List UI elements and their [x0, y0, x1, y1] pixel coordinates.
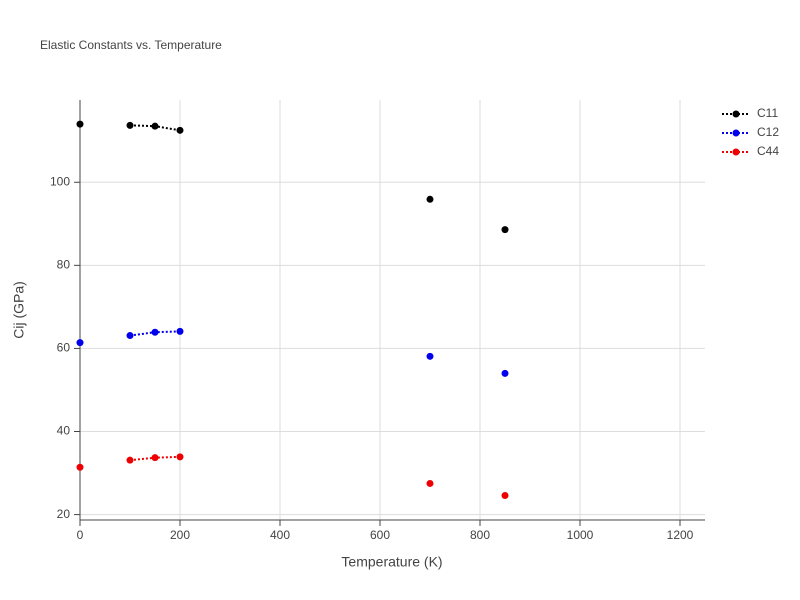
point: [176, 126, 184, 134]
y-tick-label: 80: [57, 258, 71, 272]
legend-label: C44: [757, 144, 779, 158]
point: [426, 195, 434, 203]
point: [126, 332, 134, 340]
point: [151, 454, 159, 462]
legend-marker: [732, 129, 740, 137]
x-tick-label: 1000: [567, 528, 594, 542]
point: [501, 369, 509, 377]
x-tick-label: 200: [170, 528, 190, 542]
series-line: [130, 125, 505, 229]
point: [76, 463, 84, 471]
y-axis-label: Cij (GPa): [11, 281, 27, 339]
point: [426, 479, 434, 487]
chart-title: Elastic Constants vs. Temperature: [40, 38, 222, 52]
legend-label: C12: [757, 125, 779, 139]
x-tick-label: 600: [370, 528, 390, 542]
series-line: [130, 331, 505, 373]
point: [126, 121, 134, 129]
legend-marker: [732, 110, 740, 118]
point: [501, 491, 509, 499]
legend-marker: [732, 148, 740, 156]
legend-label: C11: [757, 106, 778, 120]
y-tick-label: 60: [57, 341, 71, 355]
point: [126, 456, 134, 464]
point: [151, 328, 159, 336]
y-tick-label: 40: [57, 424, 71, 438]
point: [501, 226, 509, 234]
x-tick-label: 1200: [667, 528, 694, 542]
y-tick-label: 20: [57, 507, 71, 521]
y-tick-label: 100: [50, 174, 70, 188]
series-line: [130, 457, 505, 496]
point: [176, 453, 184, 461]
x-axis-label: Temperature (K): [341, 554, 442, 570]
point: [426, 352, 434, 360]
x-tick-label: 800: [470, 528, 490, 542]
point: [176, 327, 184, 335]
x-tick-label: 400: [270, 528, 290, 542]
point: [76, 339, 84, 347]
x-tick-label: 0: [77, 528, 84, 542]
point: [151, 122, 159, 130]
point: [76, 120, 84, 128]
